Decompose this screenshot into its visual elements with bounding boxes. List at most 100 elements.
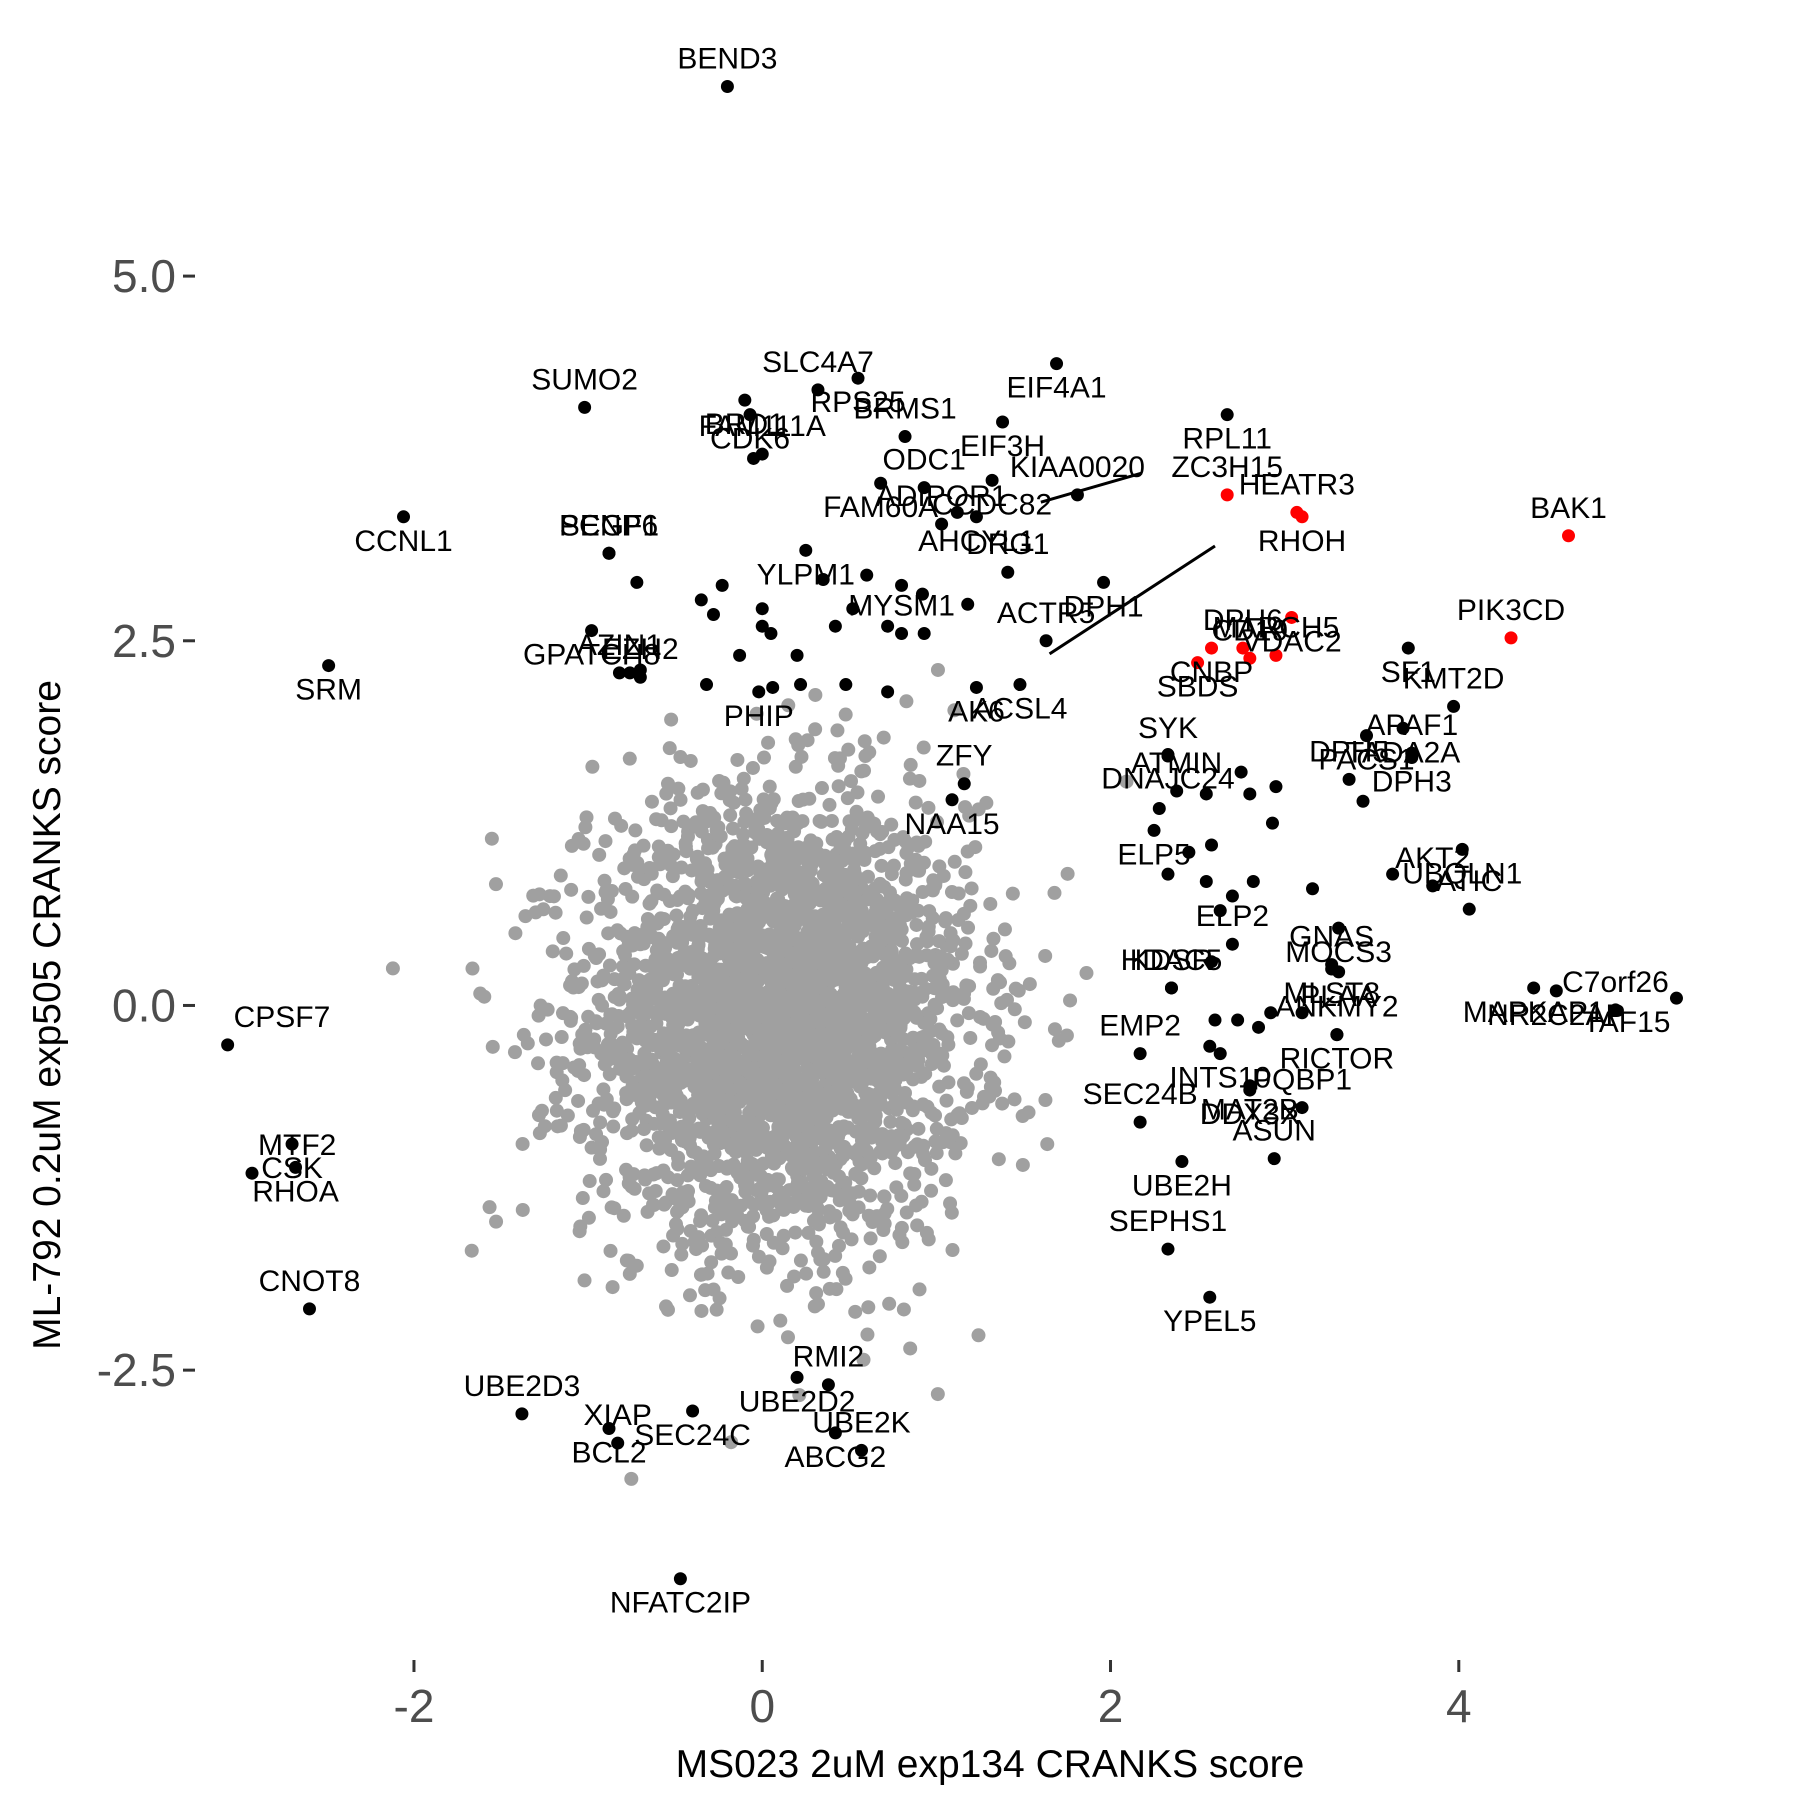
bulk-point xyxy=(963,1030,978,1045)
bulk-point xyxy=(849,804,864,819)
bulk-point xyxy=(882,1296,897,1311)
point-dph1 xyxy=(1097,575,1111,589)
bulk-point xyxy=(602,958,617,973)
bulk-point xyxy=(533,998,548,1013)
bulk-point xyxy=(860,971,875,986)
bulk-point xyxy=(997,922,1012,937)
bulk-point xyxy=(934,983,949,998)
point-adipor1 xyxy=(935,517,949,531)
bulk-point xyxy=(703,1012,718,1027)
bulk-point xyxy=(693,1168,708,1183)
bulk-point xyxy=(720,932,735,947)
bulk-point xyxy=(893,1020,908,1035)
bulk-point xyxy=(913,1042,928,1057)
point-xiap xyxy=(611,1436,625,1450)
bulk-point xyxy=(964,1100,979,1115)
bulk-point xyxy=(622,751,637,766)
point-nr2c2ap xyxy=(1549,984,1563,998)
bulk-point xyxy=(805,912,820,927)
bulk-point xyxy=(906,1099,921,1114)
highlight-point xyxy=(790,648,804,662)
point-ube2d2 xyxy=(790,1370,804,1384)
highlight-point xyxy=(895,578,909,592)
bulk-point xyxy=(642,1186,657,1201)
bulk-point xyxy=(862,1260,877,1275)
bulk-point xyxy=(759,835,774,850)
bulk-point xyxy=(897,1005,912,1020)
bulk-point xyxy=(606,1104,621,1119)
bulk-point xyxy=(823,1025,838,1040)
bulk-point xyxy=(752,1007,767,1022)
bulk-point xyxy=(616,1208,631,1223)
bulk-point xyxy=(637,1168,652,1183)
gene-label: SENP6 xyxy=(560,509,658,542)
bulk-point xyxy=(888,1156,903,1171)
bulk-point xyxy=(1051,1033,1066,1048)
bulk-point xyxy=(921,800,936,815)
bulk-point xyxy=(628,1058,643,1073)
bulk-point xyxy=(858,1096,873,1111)
bulk-point xyxy=(832,1124,847,1139)
bulk-point xyxy=(738,1213,753,1228)
bulk-point xyxy=(729,946,744,961)
bulk-point xyxy=(508,926,523,941)
bulk-point xyxy=(577,1273,592,1288)
bulk-point xyxy=(645,1056,660,1071)
x-tick-label: 2 xyxy=(1098,1680,1124,1732)
bulk-point xyxy=(590,974,605,989)
bulk-point xyxy=(747,1048,762,1063)
gene-label: SEPHS1 xyxy=(1109,1205,1227,1238)
bulk-point xyxy=(607,972,622,987)
bulk-point xyxy=(674,1247,689,1262)
gene-label: ZFY xyxy=(936,740,993,773)
bulk-point xyxy=(756,1094,771,1109)
bulk-point xyxy=(744,987,759,1002)
bulk-point xyxy=(909,917,924,932)
bulk-point xyxy=(898,834,913,849)
bulk-point xyxy=(704,965,719,980)
gene-label: PQBP1 xyxy=(1252,1064,1352,1097)
bulk-point xyxy=(593,1115,608,1130)
point-azin1 xyxy=(612,666,626,680)
point-fam111a xyxy=(755,447,769,461)
y-tick-label: 0.0 xyxy=(112,979,176,1031)
gene-label: DRG1 xyxy=(966,528,1049,561)
bulk-point xyxy=(1038,948,1053,963)
bulk-point xyxy=(728,1003,743,1018)
bulk-point xyxy=(710,827,725,842)
bulk-point xyxy=(750,1319,765,1334)
bulk-point xyxy=(599,1092,614,1107)
bulk-point xyxy=(564,882,579,897)
bulk-point xyxy=(683,753,698,768)
bulk-point xyxy=(635,979,650,994)
point-sephs1 xyxy=(1161,1242,1175,1256)
bulk-point xyxy=(626,1024,641,1039)
bulk-point xyxy=(799,1078,814,1093)
gene-label: MTF2 xyxy=(258,1129,336,1162)
bulk-point xyxy=(848,911,863,926)
highlight-point xyxy=(1205,838,1219,852)
bulk-point xyxy=(973,959,988,974)
bulk-point xyxy=(757,810,772,825)
bulk-point xyxy=(696,1027,711,1042)
bulk-point xyxy=(828,1208,843,1223)
gene-label: DPH5 xyxy=(1309,735,1389,768)
bulk-point xyxy=(785,1062,800,1077)
point-acsl4 xyxy=(1013,678,1027,692)
bulk-point xyxy=(675,1236,690,1251)
bulk-point xyxy=(963,898,978,913)
bulk-point xyxy=(671,781,686,796)
bulk-point xyxy=(889,1095,904,1110)
bulk-point xyxy=(780,810,795,825)
bulk-point xyxy=(814,814,829,829)
highlight-point xyxy=(1199,787,1213,801)
bulk-point xyxy=(838,707,853,722)
point-dph3 xyxy=(1405,750,1419,764)
bulk-point xyxy=(858,1127,873,1142)
highlight-point xyxy=(1246,874,1260,888)
bulk-point xyxy=(858,1014,873,1029)
bulk-point xyxy=(673,792,688,807)
highlight-point xyxy=(1225,889,1239,903)
gene-label: MARCH5 xyxy=(1213,611,1340,644)
bulk-point xyxy=(854,872,869,887)
